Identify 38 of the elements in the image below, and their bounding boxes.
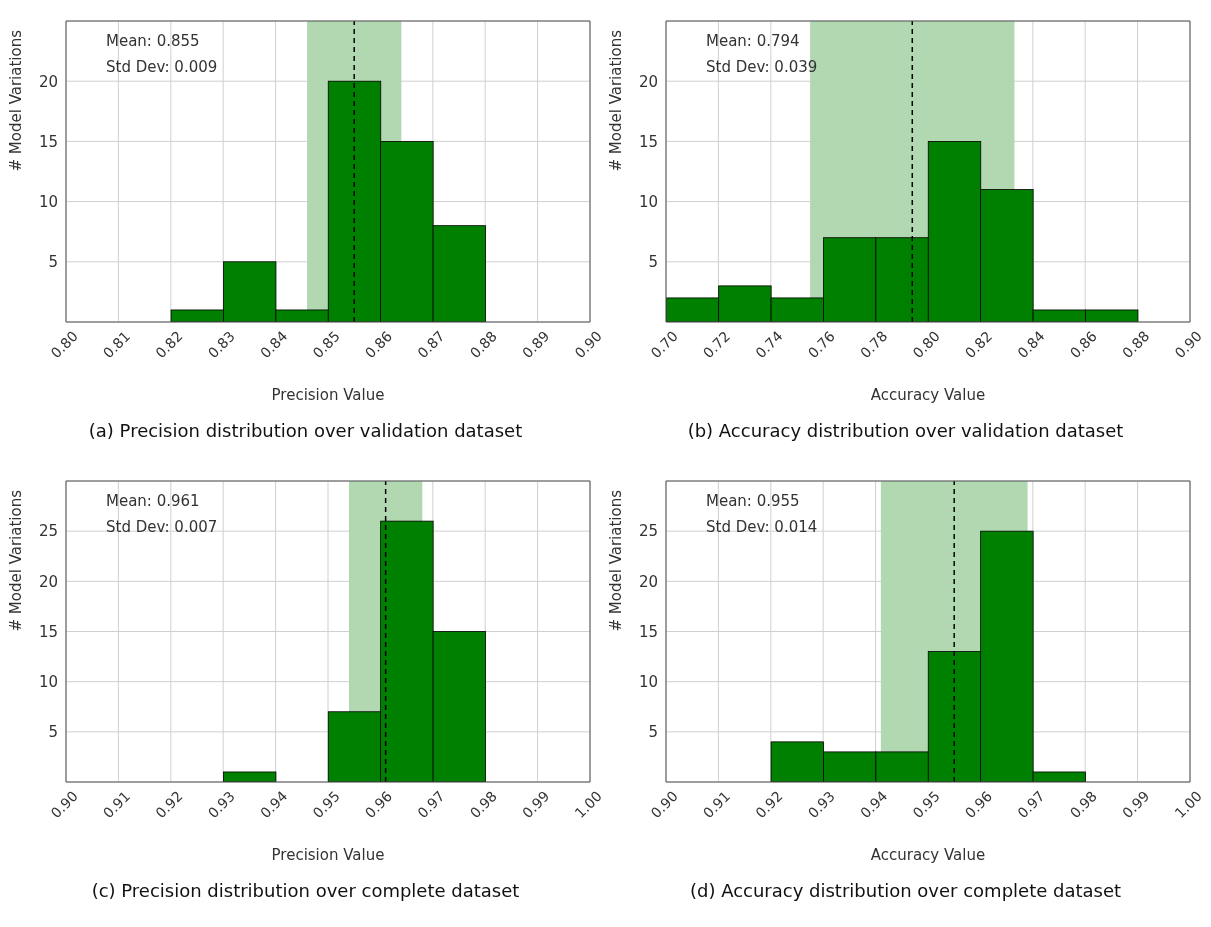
y-tick-label: 15 bbox=[38, 622, 58, 641]
y-axis-title: # Model Variations bbox=[7, 29, 26, 172]
annotation: Std Dev: 0.007 bbox=[106, 517, 218, 538]
y-tick-label: 20 bbox=[38, 572, 58, 591]
y-tick-label: 5 bbox=[48, 723, 58, 742]
y-tick-label: 5 bbox=[648, 723, 658, 742]
text: (a) Precision distribution over validation dataset bbox=[87, 420, 524, 441]
y-tick-label: 25 bbox=[638, 522, 658, 541]
text: (d) Accuracy distribution over complete dataset bbox=[688, 880, 1123, 901]
text: (c) Precision distribution over complete dataset bbox=[90, 880, 521, 901]
annotation: Std Dev: 0.009 bbox=[106, 57, 218, 78]
y-tick-label: 10 bbox=[38, 192, 58, 211]
annotation: Mean: 0.794 bbox=[706, 31, 801, 52]
y-tick-label: 15 bbox=[638, 132, 658, 151]
y-tick-label: 5 bbox=[648, 253, 658, 272]
annotation: Std Dev: 0.014 bbox=[706, 517, 818, 538]
x-axis-title: Precision Value bbox=[271, 846, 385, 864]
x-axis-title: Accuracy Value bbox=[870, 386, 986, 404]
annotation: Mean: 0.955 bbox=[706, 491, 801, 512]
y-tick-label: 10 bbox=[638, 672, 658, 691]
annotation: Mean: 0.855 bbox=[106, 31, 201, 52]
y-tick-label: 15 bbox=[38, 132, 58, 151]
x-axis-title: Precision Value bbox=[271, 386, 385, 404]
y-tick-label: 15 bbox=[638, 622, 658, 641]
y-tick-label: 25 bbox=[38, 522, 58, 541]
y-tick-label: 5 bbox=[48, 253, 58, 272]
annotation: Mean: 0.961 bbox=[106, 491, 201, 512]
x-axis-title: Accuracy Value bbox=[870, 846, 986, 864]
text: (b) Accuracy distribution over validation dataset bbox=[686, 420, 1125, 441]
y-tick-label: 10 bbox=[38, 672, 58, 691]
y-tick-label: 20 bbox=[638, 72, 658, 91]
y-tick-label: 20 bbox=[38, 72, 58, 91]
y-tick-label: 10 bbox=[638, 192, 658, 211]
y-axis-title: # Model Variations bbox=[607, 29, 626, 172]
annotation: Std Dev: 0.039 bbox=[706, 57, 818, 78]
y-tick-label: 20 bbox=[638, 572, 658, 591]
y-axis-title: # Model Variations bbox=[607, 489, 626, 632]
y-axis-title: # Model Variations bbox=[7, 489, 26, 632]
